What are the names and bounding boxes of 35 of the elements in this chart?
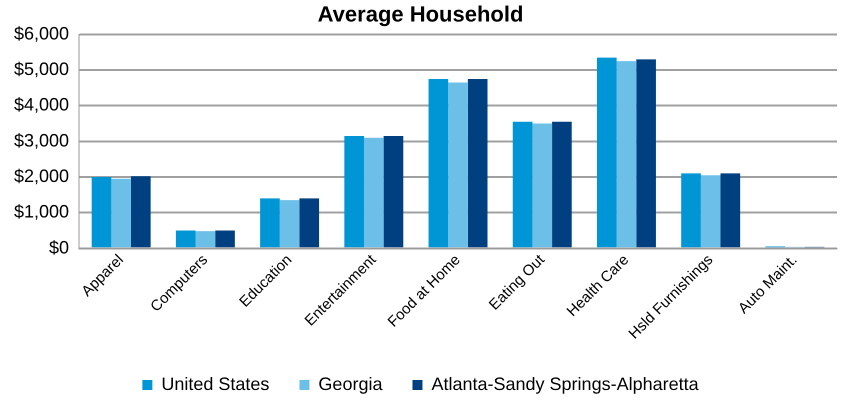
bar [552,122,572,248]
legend-label: Atlanta-Sandy Springs-Alpharetta [431,374,700,394]
bar [532,124,552,248]
bar [280,200,300,248]
legend-label: United States [161,374,270,394]
bar [260,198,280,248]
bar [720,173,740,248]
legend-label: Georgia [318,374,384,394]
y-tick-label: $2,000 [14,166,70,186]
bar [596,58,617,248]
bar [616,61,636,248]
y-tick-label: $6,000 [14,23,70,44]
bar [215,230,235,248]
bar [176,230,196,248]
bar [111,178,131,248]
y-tick-label: $4,000 [14,94,70,115]
bar [636,59,656,248]
bar [344,136,364,248]
bar [512,122,532,248]
y-tick-label: $3,000 [14,130,70,150]
bar [428,78,448,248]
bar [130,176,151,248]
bar [448,82,468,248]
bar [468,78,488,248]
bar [196,231,216,248]
chart-title: Average Household [318,1,524,26]
bar [92,176,112,248]
bar [299,198,320,248]
bar [384,136,404,248]
y-tick-label: $5,000 [14,59,70,80]
bar [700,175,720,248]
y-tick-label: $1,000 [14,202,70,222]
bar [364,138,384,248]
y-tick-label: $0 [49,237,70,258]
bar [681,173,701,248]
